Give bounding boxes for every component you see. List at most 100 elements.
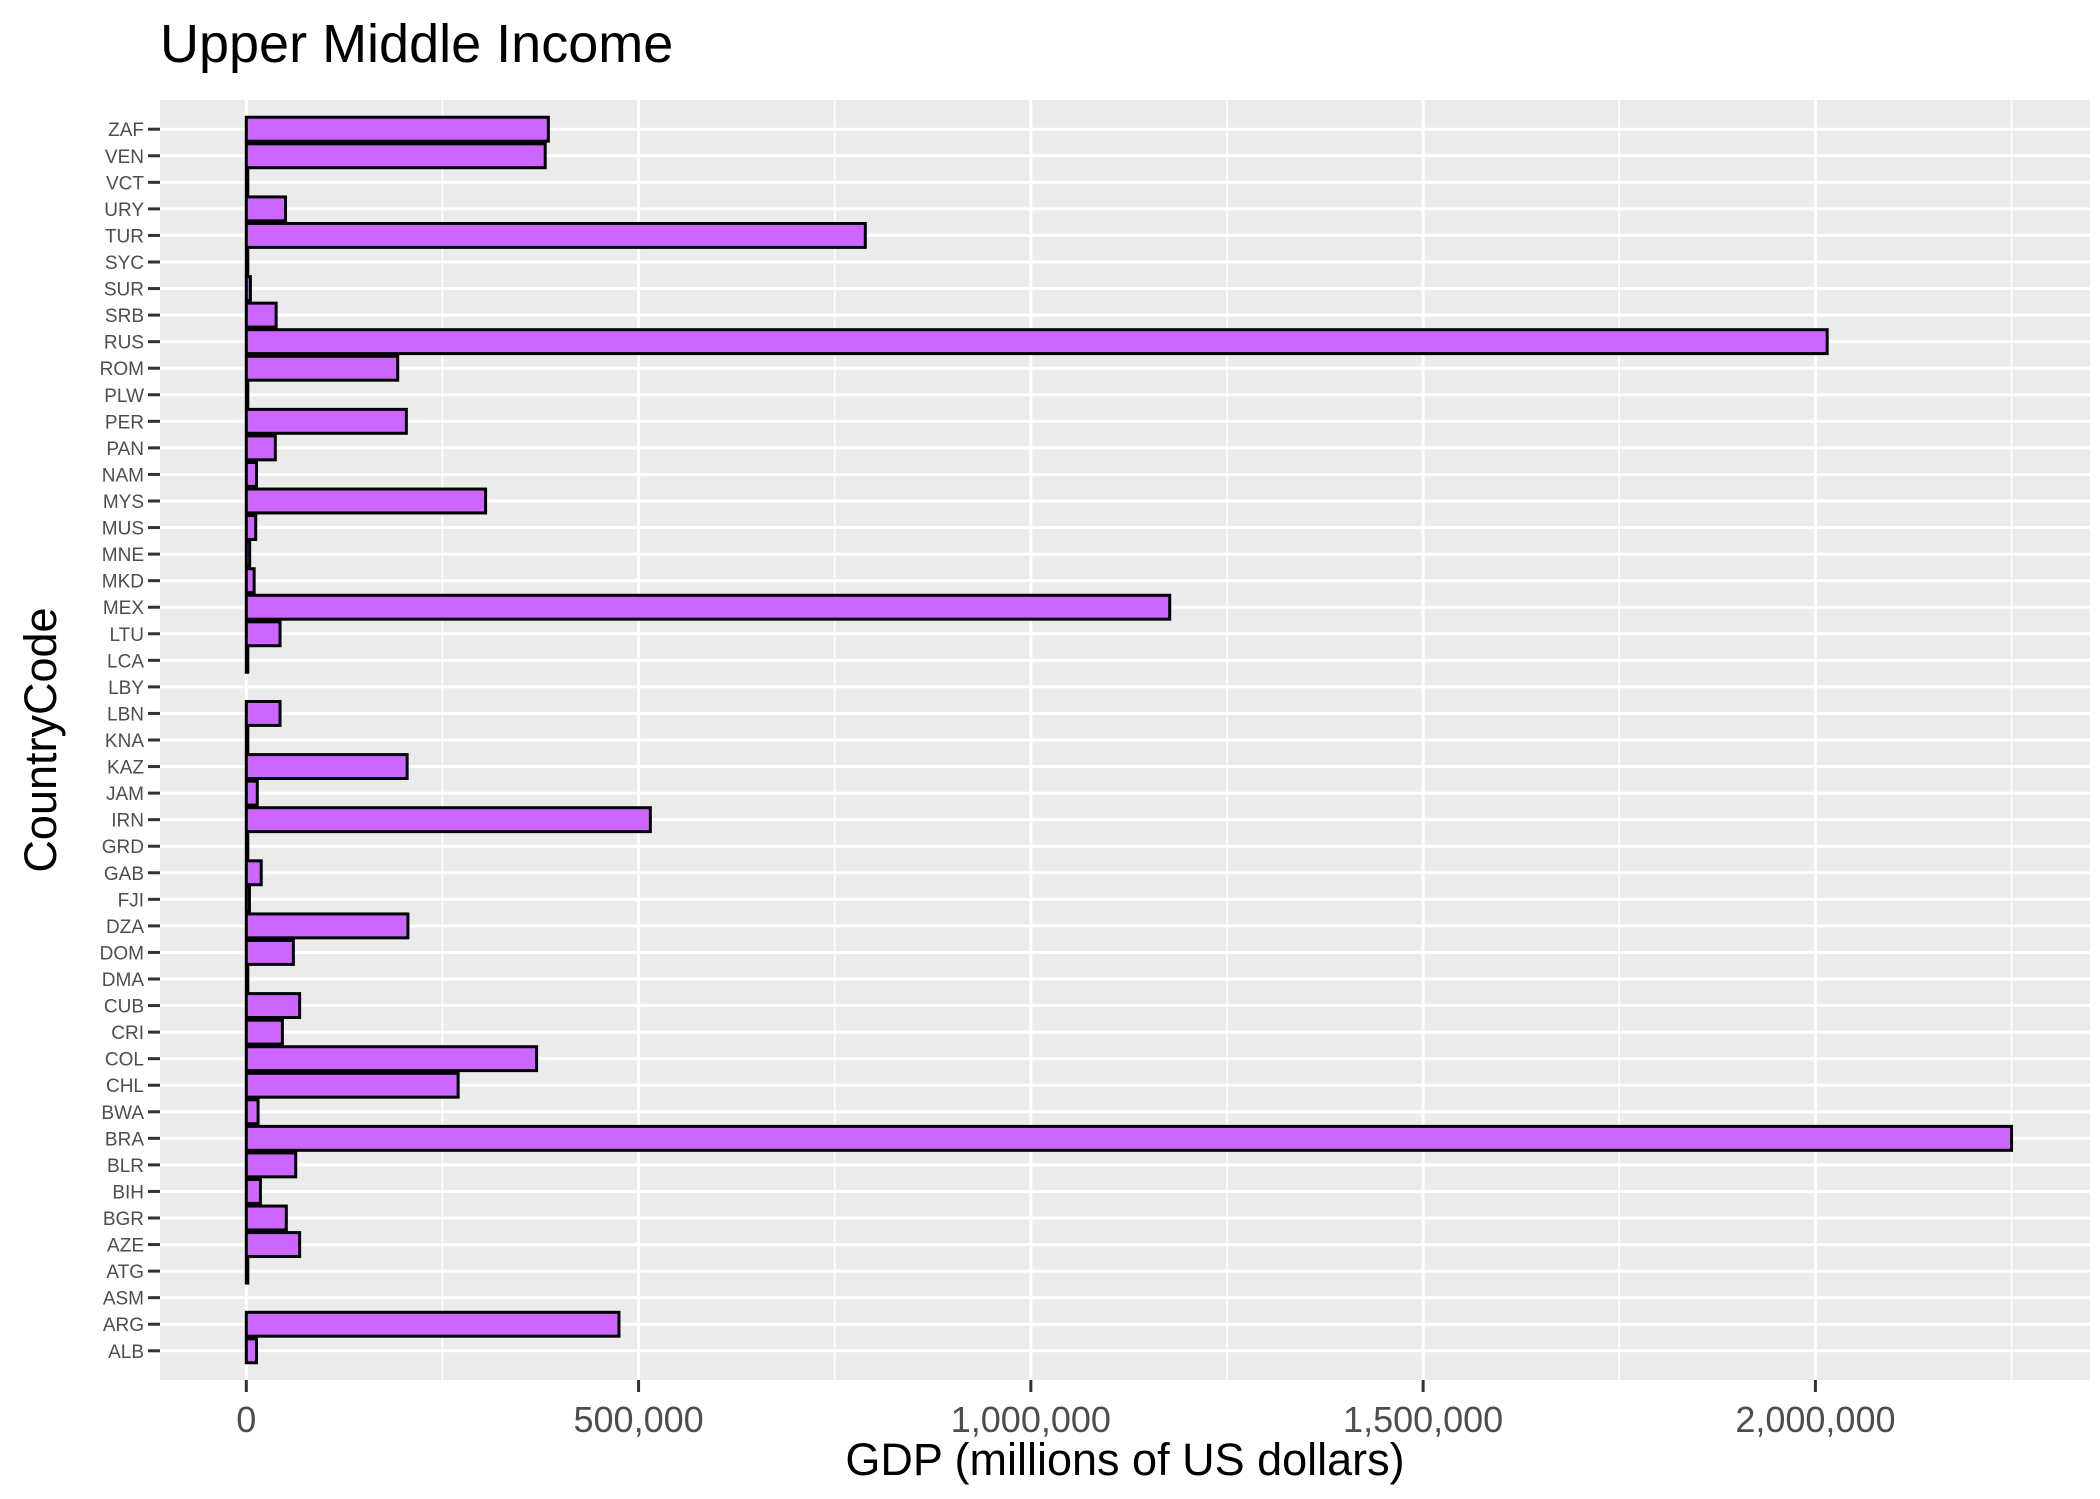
bar-grd	[244, 832, 250, 860]
bar-bra	[244, 1124, 2014, 1152]
bar-zaf	[244, 115, 550, 143]
x-tick-label: 2,000,000	[1735, 1399, 1895, 1440]
bar-gab	[244, 859, 263, 887]
y-tick-label: ARG	[103, 1315, 144, 1336]
grid-lines	[160, 100, 2090, 1380]
y-tick-label: NAM	[102, 465, 144, 486]
y-tick-label: GAB	[104, 864, 144, 885]
bar-mex	[244, 593, 1172, 621]
x-tick-label: 1,500,000	[1343, 1399, 1503, 1440]
bar-dom	[244, 938, 295, 966]
y-tick-label: LBY	[108, 678, 144, 699]
bar-sur	[244, 275, 252, 302]
bar-plw	[244, 381, 250, 409]
bar-tur	[244, 221, 867, 249]
y-tick-label: BRA	[105, 1129, 144, 1150]
y-tick-label: ATG	[106, 1262, 144, 1283]
y-tick-label: DZA	[106, 917, 144, 938]
y-tick-label: VCT	[106, 173, 144, 194]
y-tick-label: AZE	[107, 1236, 144, 1257]
y-tick-label: ROM	[100, 359, 144, 380]
y-tick-label: LCA	[107, 651, 144, 672]
y-tick-label: PAN	[106, 439, 144, 460]
y-tick-label: MUS	[102, 519, 144, 540]
bar-rus	[244, 328, 1829, 356]
bar-srb	[244, 301, 278, 329]
bar-dma	[244, 965, 250, 993]
y-tick-label: CUB	[104, 997, 144, 1018]
bar-col	[244, 1045, 539, 1073]
bar-irn	[244, 806, 652, 834]
y-tick-label: COL	[105, 1050, 144, 1071]
y-tick-label: LBN	[107, 704, 144, 725]
y-tick-label: BLR	[107, 1156, 144, 1177]
y-tick-label: DOM	[100, 943, 144, 964]
y-tick-label: GRD	[102, 837, 144, 858]
bar-chl	[244, 1071, 460, 1099]
y-axis: ALB ARG ASM ATG AZE BGR BIH BLR BRA BWA CHL COL CRI C…	[100, 120, 160, 1363]
y-tick-label: URY	[104, 200, 144, 221]
bar-blr	[244, 1151, 298, 1179]
bar-jam	[244, 779, 259, 807]
y-tick-label: SRB	[105, 306, 144, 327]
y-tick-label: ASM	[103, 1289, 144, 1310]
y-tick-label: BGR	[103, 1209, 144, 1230]
y-tick-label: MKD	[102, 572, 144, 593]
y-tick-label: MNE	[102, 545, 144, 566]
bar-bwa	[244, 1098, 260, 1126]
y-tick-label: ALB	[108, 1342, 144, 1363]
bar-atg	[244, 1257, 250, 1285]
y-tick-label: BIH	[112, 1182, 144, 1203]
bar-cub	[244, 992, 302, 1020]
bar-aze	[244, 1231, 302, 1259]
y-tick-label: RUS	[104, 333, 144, 354]
x-tick-label: 0	[236, 1399, 256, 1440]
y-tick-label: VEN	[105, 147, 144, 168]
bar-rom	[244, 354, 400, 382]
y-tick-label: CRI	[111, 1023, 144, 1044]
bar-ven	[244, 142, 547, 170]
bar-bgr	[244, 1204, 288, 1232]
bar-per	[244, 407, 408, 435]
y-tick-label: PER	[105, 412, 144, 433]
y-tick-label: MEX	[103, 598, 145, 619]
x-tick-label: 500,000	[574, 1399, 704, 1440]
bar-alb	[244, 1337, 258, 1365]
bar-mys	[244, 487, 488, 515]
bar-mus	[244, 514, 258, 542]
y-tick-label: IRN	[111, 811, 144, 832]
bar-vct	[244, 168, 250, 196]
y-tick-label: JAM	[106, 784, 144, 805]
y-tick-label: KAZ	[107, 758, 144, 779]
bar-syc	[244, 248, 250, 276]
bar-pan	[244, 434, 277, 462]
bar-cri	[244, 1018, 284, 1046]
y-tick-label: DMA	[102, 970, 145, 991]
bar-kna	[244, 726, 250, 754]
y-tick-label: CHL	[106, 1076, 144, 1097]
bar-ltu	[244, 620, 282, 648]
x-tick-label: 1,000,000	[951, 1399, 1111, 1440]
bar-dza	[244, 912, 410, 940]
y-axis-title: CountryCode	[15, 607, 66, 872]
y-tick-label: FJI	[118, 890, 144, 911]
x-axis: 0 500,000 1,000,000 1,500,000 2,000,000	[236, 1380, 1895, 1440]
bar-mne	[244, 540, 252, 568]
bar-mkd	[244, 567, 256, 595]
y-tick-label: SUR	[104, 280, 144, 301]
y-tick-label: KNA	[105, 731, 144, 752]
bar-fji	[244, 885, 251, 913]
y-tick-label: PLW	[104, 386, 144, 407]
y-tick-label: SYC	[105, 253, 144, 274]
y-tick-label: TUR	[105, 226, 144, 247]
bar-ury	[244, 195, 288, 223]
bar-kaz	[244, 753, 409, 781]
bar-bih	[244, 1178, 262, 1205]
bars	[244, 115, 2014, 1365]
bar-nam	[244, 460, 258, 488]
bar-lbn	[244, 699, 282, 727]
x-axis-title: GDP (millions of US dollars)	[845, 1434, 1404, 1485]
y-tick-label: BWA	[101, 1103, 144, 1124]
bar-arg	[244, 1310, 621, 1338]
